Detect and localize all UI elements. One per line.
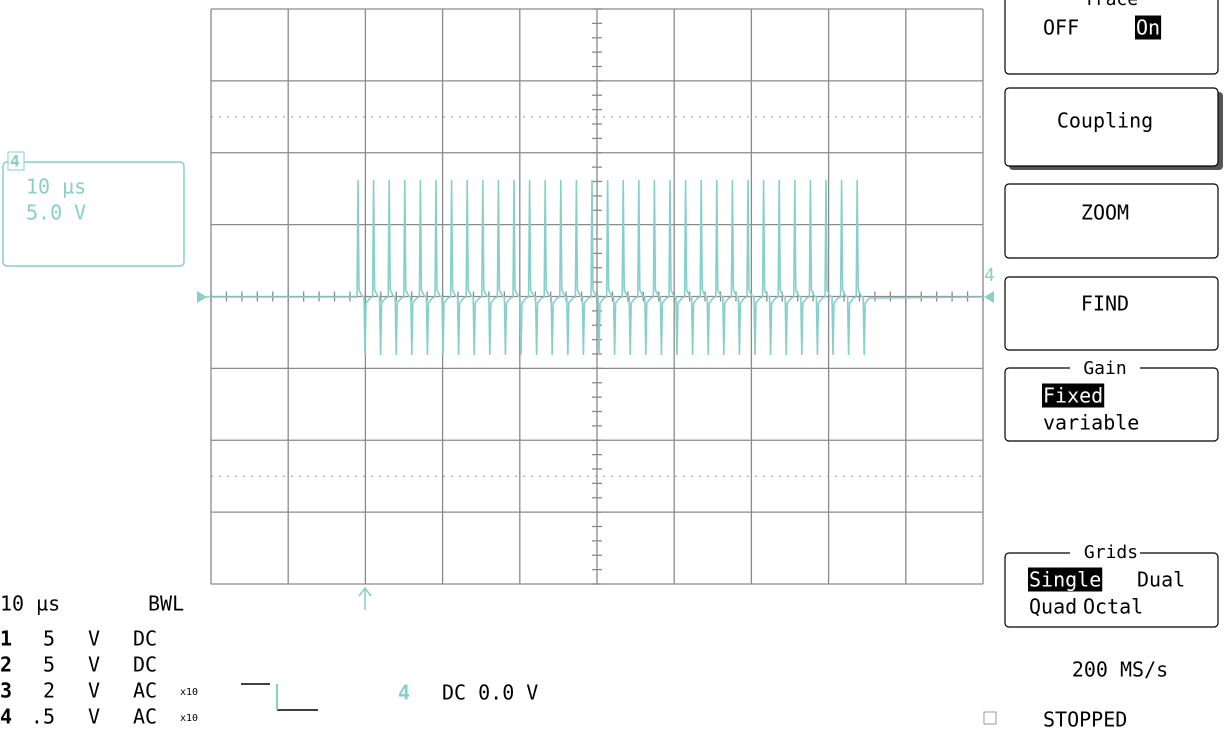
- channel-unit: V: [88, 679, 100, 703]
- channel-number: 1: [0, 627, 12, 651]
- selection-highlight: [1135, 15, 1162, 40]
- channel-coupling: AC: [133, 679, 157, 703]
- trace-box: [2, 161, 185, 267]
- trigger-symbol: [241, 683, 318, 711]
- button-label: Coupling: [1057, 109, 1153, 133]
- waveform: [200, 179, 984, 356]
- menu-option-selected[interactable]: Fixed: [1043, 384, 1103, 408]
- channel-probe: x10: [180, 687, 198, 698]
- menu-option-selected[interactable]: On: [1136, 16, 1160, 40]
- channel-number: 2: [0, 653, 12, 677]
- right-marker: [984, 291, 994, 303]
- channel-unit: V: [88, 653, 100, 677]
- trace-menu[interactable]: [1004, 0, 1219, 75]
- channel-coupling: DC: [133, 627, 157, 651]
- channel-unit: V: [88, 627, 100, 651]
- channel-volts: 5: [43, 627, 55, 651]
- menu-option-selected[interactable]: Single: [1029, 568, 1101, 592]
- bwl: BWL: [148, 592, 184, 616]
- graticule: [210, 8, 984, 585]
- trigger-arrow: [358, 586, 372, 610]
- selection-highlight: [1028, 567, 1103, 592]
- trigger-setting: DC 0.0 V: [442, 681, 538, 705]
- left-marker: [197, 291, 207, 303]
- status: STOPPED: [1043, 708, 1127, 732]
- menu-option[interactable]: Octal: [1083, 595, 1143, 619]
- trace-box-channel: 4: [10, 152, 20, 171]
- trace-box-timebase: 10 µs: [26, 175, 86, 199]
- trace-box-badge: [7, 151, 25, 171]
- channel-volts: 2: [43, 679, 55, 703]
- channel-unit: V: [88, 705, 100, 729]
- menu-title: Trace: [1084, 0, 1138, 10]
- menu-option[interactable]: variable: [1043, 411, 1139, 435]
- channel-volts: 5: [43, 653, 55, 677]
- zoom-button[interactable]: [1004, 183, 1219, 259]
- title-gap: [1070, 542, 1140, 562]
- sample-rate: 200 MS/s: [1072, 658, 1168, 682]
- channel-number: 4: [0, 705, 12, 729]
- menu-title: Gain: [1083, 358, 1126, 379]
- channel-probe: x10: [180, 713, 198, 724]
- trace-marker: 4: [984, 265, 995, 286]
- channel-coupling: AC: [133, 705, 157, 729]
- channel-volts: .5: [31, 705, 55, 729]
- button-label: ZOOM: [1081, 201, 1129, 225]
- title-gap: [1070, 358, 1140, 378]
- channel-coupling: DC: [133, 653, 157, 677]
- timebase: 10 µs: [0, 592, 60, 616]
- menu-title: Grids: [1084, 542, 1138, 563]
- channel-number: 3: [0, 679, 12, 703]
- trigger-channel: 4: [398, 681, 410, 705]
- find-button[interactable]: [1004, 276, 1219, 351]
- coupling-button[interactable]: [1004, 87, 1219, 167]
- selection-highlight: [1042, 383, 1105, 408]
- menu-option[interactable]: Quad: [1029, 595, 1077, 619]
- status-box: [983, 711, 997, 725]
- button-label: FIND: [1081, 292, 1129, 316]
- menu-option[interactable]: Dual: [1137, 568, 1185, 592]
- trace-box-volts: 5.0 V: [26, 201, 86, 225]
- menu-option[interactable]: OFF: [1043, 16, 1079, 40]
